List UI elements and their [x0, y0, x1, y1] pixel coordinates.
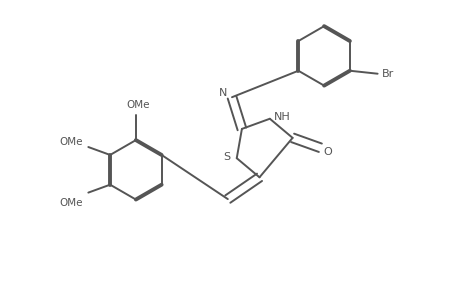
Text: NH: NH [274, 112, 291, 122]
Text: N: N [218, 88, 227, 98]
Text: OMe: OMe [60, 137, 83, 147]
Text: OMe: OMe [60, 197, 83, 208]
Text: OMe: OMe [126, 100, 149, 110]
Text: Br: Br [381, 69, 393, 79]
Text: S: S [223, 152, 230, 162]
Text: O: O [322, 147, 331, 157]
